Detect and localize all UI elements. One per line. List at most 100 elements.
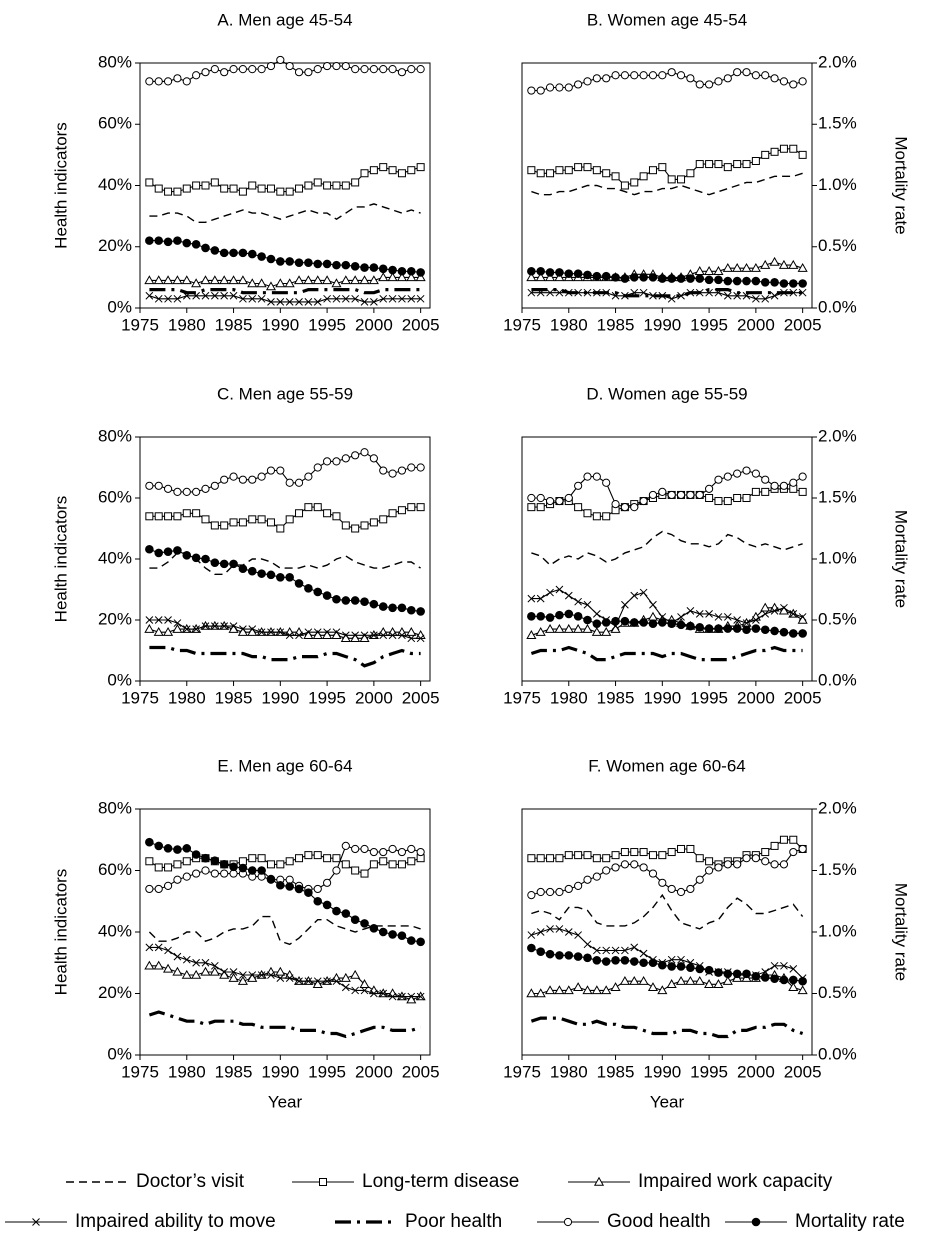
marker <box>601 271 611 281</box>
marker <box>182 551 192 560</box>
marker <box>397 860 406 869</box>
marker <box>704 275 714 285</box>
marker <box>154 512 163 521</box>
marker <box>276 187 285 196</box>
marker <box>592 872 601 881</box>
y-tick-label: 60% <box>98 114 132 133</box>
marker <box>239 625 247 634</box>
marker <box>722 262 733 272</box>
marker <box>332 457 341 466</box>
marker <box>164 616 172 624</box>
marker <box>704 266 715 275</box>
marker <box>545 268 555 277</box>
marker <box>620 860 630 869</box>
marker <box>583 953 592 963</box>
marker <box>733 494 742 502</box>
marker <box>332 512 341 521</box>
marker <box>546 854 555 863</box>
y-tick-label: 0% <box>107 670 132 689</box>
marker <box>611 71 620 80</box>
marker <box>398 294 406 303</box>
marker <box>182 955 191 964</box>
marker <box>220 184 229 193</box>
marker <box>238 863 248 873</box>
marker <box>322 900 332 910</box>
marker <box>416 65 425 74</box>
marker <box>770 860 779 869</box>
marker <box>257 65 266 74</box>
marker <box>723 969 733 979</box>
marker <box>201 622 210 630</box>
marker <box>210 869 219 878</box>
marker <box>379 163 388 172</box>
marker <box>592 512 601 521</box>
marker <box>686 621 695 631</box>
marker <box>369 166 378 175</box>
marker <box>714 968 723 977</box>
marker <box>592 946 601 955</box>
marker <box>582 623 593 633</box>
marker <box>304 888 313 897</box>
series-line <box>149 841 421 943</box>
marker <box>573 952 583 961</box>
marker <box>536 493 545 503</box>
marker <box>276 298 285 306</box>
marker <box>611 955 620 965</box>
marker <box>545 613 555 622</box>
y-tick-label: 80% <box>98 426 132 445</box>
marker <box>332 181 341 190</box>
marker <box>416 937 425 947</box>
marker <box>313 587 323 597</box>
marker <box>295 977 303 986</box>
marker <box>201 853 210 863</box>
marker <box>789 478 798 487</box>
marker <box>173 487 182 496</box>
marker <box>564 928 573 936</box>
x-tick-label: 1975 <box>503 315 541 334</box>
marker <box>779 144 788 153</box>
marker <box>788 975 798 985</box>
marker <box>378 264 388 274</box>
marker <box>583 615 592 625</box>
marker <box>564 591 573 600</box>
marker <box>407 634 416 643</box>
marker <box>368 275 379 285</box>
marker <box>267 298 275 306</box>
marker <box>182 487 191 496</box>
marker <box>360 169 369 178</box>
marker <box>192 509 201 518</box>
marker <box>229 862 238 872</box>
marker <box>779 835 788 844</box>
marker <box>761 475 770 484</box>
marker <box>191 240 201 249</box>
marker <box>676 274 686 283</box>
marker <box>332 260 341 270</box>
marker <box>630 503 639 512</box>
x-tick-label: 1985 <box>597 688 635 707</box>
marker <box>629 273 639 282</box>
marker <box>714 863 723 872</box>
marker <box>527 612 536 621</box>
marker <box>341 860 350 869</box>
x-tick-label: 1980 <box>168 688 206 707</box>
marker <box>145 481 154 490</box>
marker <box>592 472 601 481</box>
marker <box>564 83 573 92</box>
marker <box>247 278 258 288</box>
marker <box>341 631 350 640</box>
marker <box>732 262 743 272</box>
marker <box>407 294 416 303</box>
marker <box>266 466 276 475</box>
marker <box>154 77 163 86</box>
marker <box>229 968 238 976</box>
marker <box>388 631 397 640</box>
marker <box>210 961 219 970</box>
marker <box>648 958 658 968</box>
marker <box>639 496 648 506</box>
marker <box>163 547 173 556</box>
marker <box>398 992 406 1001</box>
marker <box>574 931 582 939</box>
marker <box>583 472 592 481</box>
marker <box>192 181 201 190</box>
marker <box>313 65 322 74</box>
